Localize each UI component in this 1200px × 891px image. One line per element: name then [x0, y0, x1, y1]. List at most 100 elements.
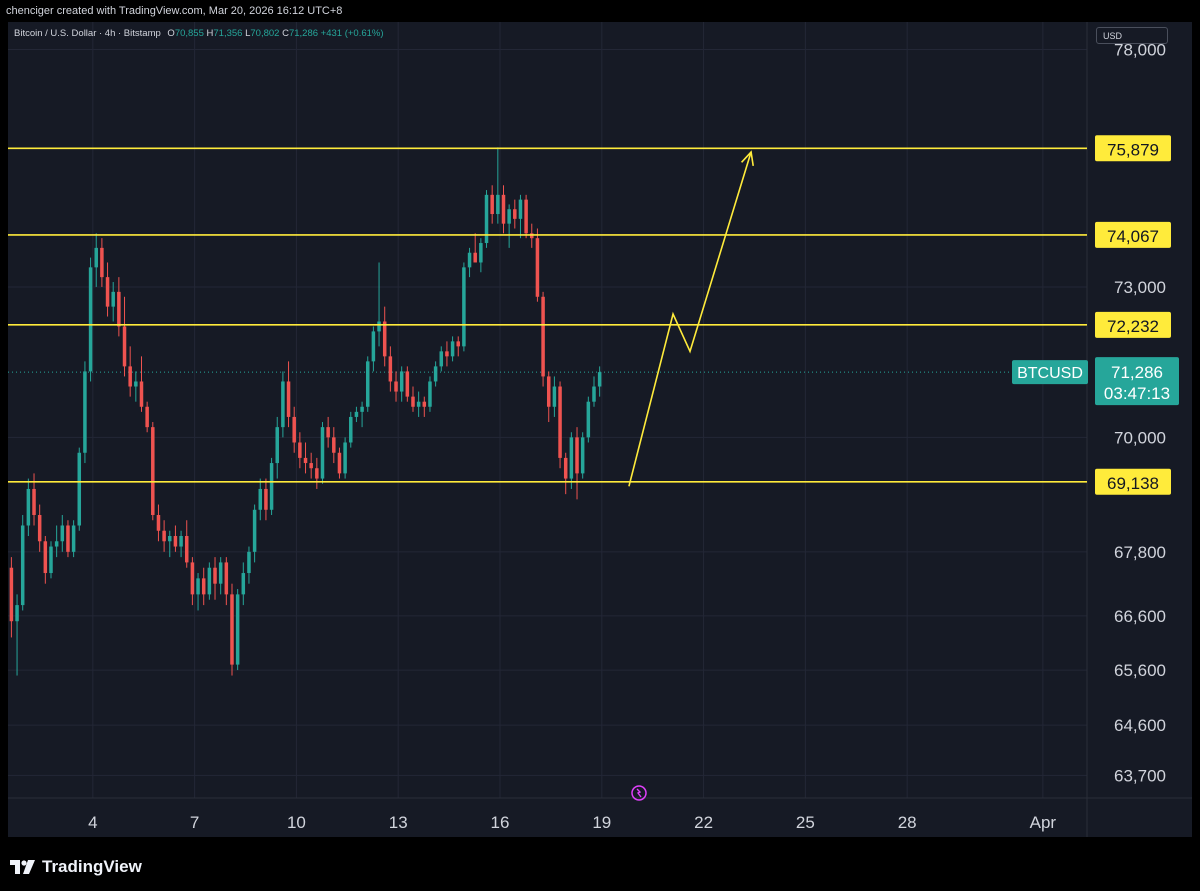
close-label: C [282, 28, 289, 39]
price-axis: 78,000 73,000 70,000 67,800 66,600 65,600 64,6… [1114, 40, 1166, 785]
candle-body [546, 376, 551, 407]
time-axis: 4 7 10 13 16 19 22 25 28 Apr [88, 813, 1056, 832]
candle-body [456, 341, 460, 347]
candle-body [88, 267, 93, 372]
candle-body [128, 366, 132, 387]
price-tick-label: 78,000 [1114, 40, 1166, 59]
projection-arrowhead [740, 150, 755, 166]
projection-path [628, 150, 755, 487]
candle-body [286, 381, 291, 417]
brand-name: TradingView [42, 857, 142, 876]
candle-body [252, 509, 257, 552]
candle-body [535, 238, 540, 297]
grid-lines [8, 22, 1192, 837]
candle-body [332, 437, 336, 453]
symbol-tag-label: BTCUSD [1017, 365, 1083, 382]
symbol-tag [1012, 360, 1088, 385]
candle-body [224, 562, 229, 595]
close-value: 71,286 [288, 28, 319, 39]
candle-body [450, 341, 455, 357]
price-tags: 75,879 74,067 72,232 69,138 BTCUSD 71,286 03:4… [1012, 135, 1179, 495]
high-label: H [206, 28, 214, 39]
time-tick-label: 10 [287, 813, 306, 832]
price-tick-label: 64,600 [1114, 716, 1166, 735]
candle-body [275, 427, 279, 464]
price-tick-label: 67,800 [1114, 543, 1166, 562]
candle-body [309, 463, 313, 469]
currency-button[interactable]: USD [1096, 27, 1168, 44]
candle-body [230, 594, 234, 665]
level-tag [1095, 468, 1171, 495]
candle-body [303, 457, 308, 464]
chart-area[interactable]: 78,000 73,000 70,000 67,800 66,600 65,600 64,6… [8, 22, 1192, 837]
candlestick-series [9, 147, 602, 676]
candle-body [501, 194, 506, 224]
candle-body [105, 277, 110, 307]
candle-body [258, 488, 263, 510]
open-value: 70,855 [174, 28, 204, 39]
time-tick-label: 19 [592, 813, 611, 832]
tradingview-logo[interactable]: TradingView [10, 857, 142, 877]
candle-body [54, 541, 59, 547]
level-tag-label: 75,879 [1107, 140, 1159, 159]
time-tick-label: 16 [491, 813, 510, 832]
current-price-label: 71,286 [1111, 363, 1163, 382]
low-label: L [245, 28, 251, 39]
candle-body [145, 406, 149, 428]
candle-body [433, 366, 438, 382]
symbol-name: Bitcoin / U.S. Dollar · 4h · Bitstamp [14, 28, 161, 39]
price-tag [1095, 357, 1179, 406]
candle-body [173, 536, 178, 547]
time-tick-label: 13 [389, 813, 408, 832]
tradingview-spark-icon [631, 785, 647, 801]
open-label: O [167, 28, 175, 39]
candle-body [100, 247, 104, 278]
candle-body [168, 536, 172, 542]
level-tag-label: 74,067 [1107, 227, 1159, 246]
candle-body [507, 209, 511, 224]
candle-body [343, 442, 347, 474]
candle-body [530, 233, 534, 239]
candle-body [235, 594, 240, 665]
price-tick-label: 65,600 [1114, 661, 1166, 680]
candle-body [281, 381, 285, 428]
candle-body [9, 567, 14, 622]
level-tag-label: 69,138 [1107, 474, 1159, 493]
candle-body [117, 291, 121, 327]
candle-body [541, 296, 545, 377]
candle-body [349, 416, 353, 443]
candle-body [513, 209, 517, 219]
time-tick-label: Apr [1030, 813, 1057, 832]
candle-body [184, 536, 189, 563]
candle-body [37, 515, 42, 542]
candle-body [592, 386, 596, 402]
candle-body [71, 525, 76, 552]
candle-body [66, 525, 70, 552]
projection-line [628, 151, 752, 487]
candle-body [422, 401, 427, 407]
time-tick-label: 22 [694, 813, 713, 832]
candle-body [20, 525, 25, 606]
candle-body [94, 247, 98, 268]
candle-body [445, 351, 449, 357]
countdown-label: 03:47:13 [1104, 384, 1170, 403]
time-tick-label: 25 [796, 813, 815, 832]
candle-body [467, 252, 472, 268]
level-tag [1095, 221, 1171, 248]
candle-body [524, 199, 528, 234]
candle-body [315, 468, 319, 479]
candle-body [484, 194, 489, 244]
footer: TradingView [0, 837, 1200, 891]
candle-body [196, 578, 200, 595]
candle-body [179, 536, 183, 547]
candle-body [479, 243, 483, 263]
candle-body [569, 437, 574, 479]
candle-body [190, 562, 195, 595]
candle-body [49, 546, 53, 574]
candle-body [134, 381, 138, 387]
price-chart[interactable]: 78,000 73,000 70,000 67,800 66,600 65,600 64,6… [8, 22, 1192, 837]
candle-body [394, 381, 398, 392]
price-tick-label: 63,700 [1114, 766, 1166, 785]
high-value: 71,356 [213, 28, 243, 39]
level-tag [1095, 135, 1171, 162]
